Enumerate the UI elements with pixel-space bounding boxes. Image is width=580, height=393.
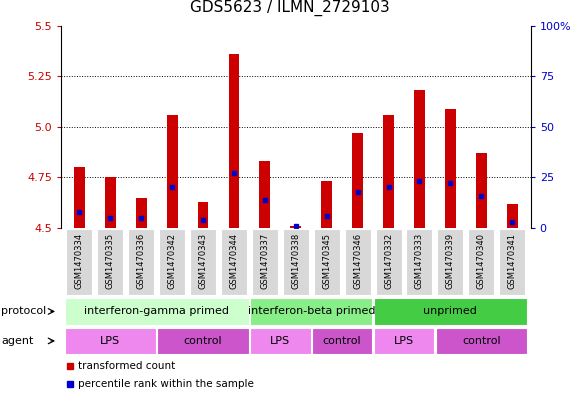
Bar	[64, 298, 249, 325]
Bar	[259, 161, 270, 228]
Text: GSM1470343: GSM1470343	[198, 233, 208, 289]
Bar	[407, 229, 433, 296]
Bar	[468, 229, 494, 296]
Text: GDS5623 / ILMN_2729103: GDS5623 / ILMN_2729103	[190, 0, 390, 16]
Text: LPS: LPS	[100, 336, 121, 346]
Bar	[250, 298, 372, 325]
Bar	[157, 328, 249, 354]
Bar	[136, 198, 147, 228]
Bar	[64, 328, 156, 354]
Bar	[436, 328, 527, 354]
Text: control: control	[184, 336, 222, 346]
Bar	[374, 298, 527, 325]
Bar	[507, 204, 517, 228]
Bar	[283, 229, 309, 296]
Bar	[97, 229, 124, 296]
Text: LPS: LPS	[394, 336, 414, 346]
Text: GSM1470345: GSM1470345	[322, 233, 331, 289]
Bar	[321, 182, 332, 228]
Bar	[345, 229, 371, 296]
Text: GSM1470337: GSM1470337	[260, 233, 269, 289]
Bar	[250, 328, 311, 354]
Bar	[375, 229, 401, 296]
Bar	[352, 133, 363, 228]
Text: interferon-gamma primed: interferon-gamma primed	[84, 307, 229, 316]
Text: GSM1470338: GSM1470338	[291, 233, 300, 289]
Text: control: control	[323, 336, 361, 346]
Bar	[167, 115, 177, 228]
Text: GSM1470341: GSM1470341	[508, 233, 517, 289]
Text: percentile rank within the sample: percentile rank within the sample	[78, 379, 254, 389]
Bar	[159, 229, 185, 296]
Bar	[128, 229, 154, 296]
Bar	[374, 328, 434, 354]
Text: GSM1470332: GSM1470332	[384, 233, 393, 289]
Bar	[445, 108, 456, 228]
Text: control: control	[462, 336, 501, 346]
Text: interferon-beta primed: interferon-beta primed	[248, 307, 375, 316]
Text: GSM1470333: GSM1470333	[415, 233, 424, 289]
Text: GSM1470336: GSM1470336	[137, 233, 146, 289]
Text: transformed count: transformed count	[78, 361, 176, 371]
Bar	[190, 229, 216, 296]
Bar	[74, 167, 85, 228]
Text: GSM1470334: GSM1470334	[75, 233, 84, 289]
Text: LPS: LPS	[270, 336, 291, 346]
Text: protocol: protocol	[1, 307, 46, 316]
Bar	[67, 229, 92, 296]
Bar	[105, 177, 116, 228]
Bar	[437, 229, 463, 296]
Bar	[198, 202, 208, 228]
Bar	[229, 54, 240, 228]
Bar	[414, 90, 425, 228]
Text: GSM1470335: GSM1470335	[106, 233, 115, 289]
Bar	[312, 328, 372, 354]
Text: GSM1470339: GSM1470339	[446, 233, 455, 289]
Text: GSM1470346: GSM1470346	[353, 233, 362, 289]
Bar	[291, 226, 301, 228]
Bar	[221, 229, 247, 296]
Bar	[252, 229, 278, 296]
Bar	[383, 115, 394, 228]
Text: unprimed: unprimed	[423, 307, 477, 316]
Bar	[476, 153, 487, 228]
Bar	[499, 229, 525, 296]
Text: GSM1470344: GSM1470344	[230, 233, 238, 289]
Text: agent: agent	[1, 336, 34, 346]
Text: GSM1470340: GSM1470340	[477, 233, 485, 289]
Bar	[314, 229, 340, 296]
Text: GSM1470342: GSM1470342	[168, 233, 177, 289]
